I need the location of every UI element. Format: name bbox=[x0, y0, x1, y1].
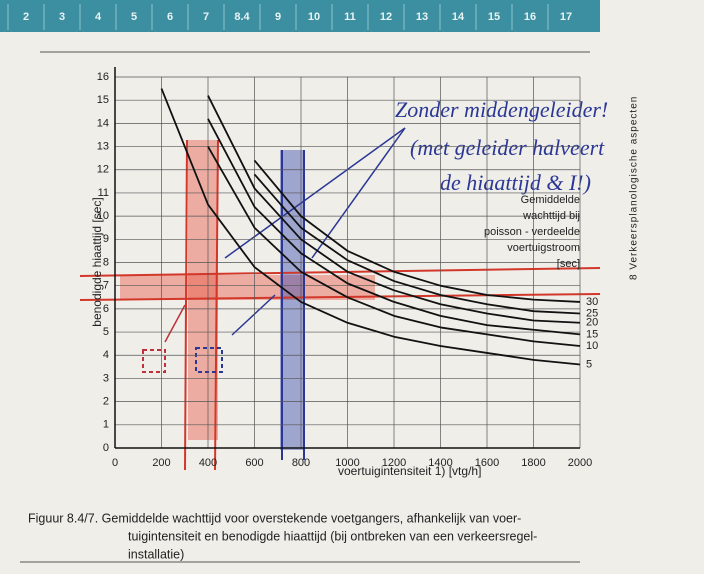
tab: 12 bbox=[380, 11, 392, 23]
y-tick-label: 7 bbox=[103, 280, 109, 292]
legend-title: poisson - verdeelde bbox=[484, 226, 580, 238]
x-tick-label: 600 bbox=[245, 457, 263, 469]
y-tick-label: 3 bbox=[103, 372, 109, 384]
page: Zonder middengeleider! (met geleider hal… bbox=[0, 0, 704, 574]
x-tick-label: 1600 bbox=[475, 457, 499, 469]
tab: 6 bbox=[167, 11, 173, 23]
x-tick-label: 1400 bbox=[428, 457, 452, 469]
legend-title: wachttijd bij bbox=[522, 210, 580, 222]
tab: 7 bbox=[203, 11, 209, 23]
tab: 15 bbox=[488, 11, 500, 23]
x-tick-label: 0 bbox=[112, 457, 118, 469]
tab: 11 bbox=[344, 11, 356, 23]
caption: Figuur 8.4/7. Gemiddelde wachttijd voor … bbox=[28, 511, 521, 525]
x-tick-label: 1200 bbox=[382, 457, 406, 469]
caption: installatie) bbox=[128, 547, 184, 561]
y-tick-label: 10 bbox=[97, 210, 109, 222]
tab: 4 bbox=[95, 11, 102, 23]
tab: 9 bbox=[275, 11, 281, 23]
y-tick-label: 0 bbox=[103, 442, 109, 454]
y-tick-label: 11 bbox=[98, 187, 109, 199]
legend-title: [sec] bbox=[557, 258, 580, 270]
y-tick-label: 9 bbox=[103, 233, 109, 245]
y-tick-label: 13 bbox=[97, 140, 109, 152]
handwriting: Zonder middengeleider! bbox=[395, 97, 608, 122]
tab: 3 bbox=[59, 11, 65, 23]
tab: 14 bbox=[452, 11, 465, 23]
tab: 10 bbox=[308, 11, 320, 23]
side-text: 8 Verkeersplanologische aspecten bbox=[629, 96, 640, 280]
x-tick-label: 400 bbox=[199, 457, 217, 469]
x-tick-label: 2000 bbox=[568, 457, 592, 469]
handwriting: de hiaattijd & I!) bbox=[440, 170, 591, 195]
x-tick-label: 1000 bbox=[335, 457, 359, 469]
y-tick-label: 1 bbox=[103, 419, 109, 431]
y-tick-label: 8 bbox=[103, 256, 109, 268]
legend-title: voertuigstroom bbox=[507, 242, 580, 254]
x-tick-label: 1800 bbox=[521, 457, 545, 469]
tab-strip bbox=[0, 0, 600, 32]
y-tick-label: 14 bbox=[97, 117, 109, 129]
tab: 2 bbox=[23, 11, 29, 23]
tab: 16 bbox=[524, 11, 536, 23]
legend-entry: 25 bbox=[586, 307, 598, 319]
y-tick-label: 15 bbox=[97, 94, 109, 106]
y-tick-label: 12 bbox=[97, 164, 109, 176]
tab: 5 bbox=[131, 11, 137, 23]
handwriting: (met geleider halveert bbox=[410, 135, 605, 160]
x-tick-label: 800 bbox=[292, 457, 310, 469]
caption: tuigintensiteit en benodigde hiaattijd (… bbox=[128, 529, 537, 543]
y-tick-label: 4 bbox=[103, 349, 109, 361]
legend-entry: 15 bbox=[586, 328, 598, 340]
x-tick-label: 200 bbox=[152, 457, 170, 469]
tab: 13 bbox=[416, 11, 428, 23]
legend-entry: 30 bbox=[586, 296, 598, 308]
tab: 8.4 bbox=[234, 11, 250, 23]
tab: 17 bbox=[560, 11, 572, 23]
y-tick-label: 16 bbox=[97, 71, 109, 83]
legend-entry: 10 bbox=[586, 340, 598, 352]
y-tick-label: 2 bbox=[103, 396, 109, 408]
y-tick-label: 5 bbox=[103, 326, 109, 338]
legend-entry: 5 bbox=[586, 358, 592, 370]
y-tick-label: 6 bbox=[103, 303, 109, 315]
legend-title: Gemiddelde bbox=[521, 194, 580, 206]
